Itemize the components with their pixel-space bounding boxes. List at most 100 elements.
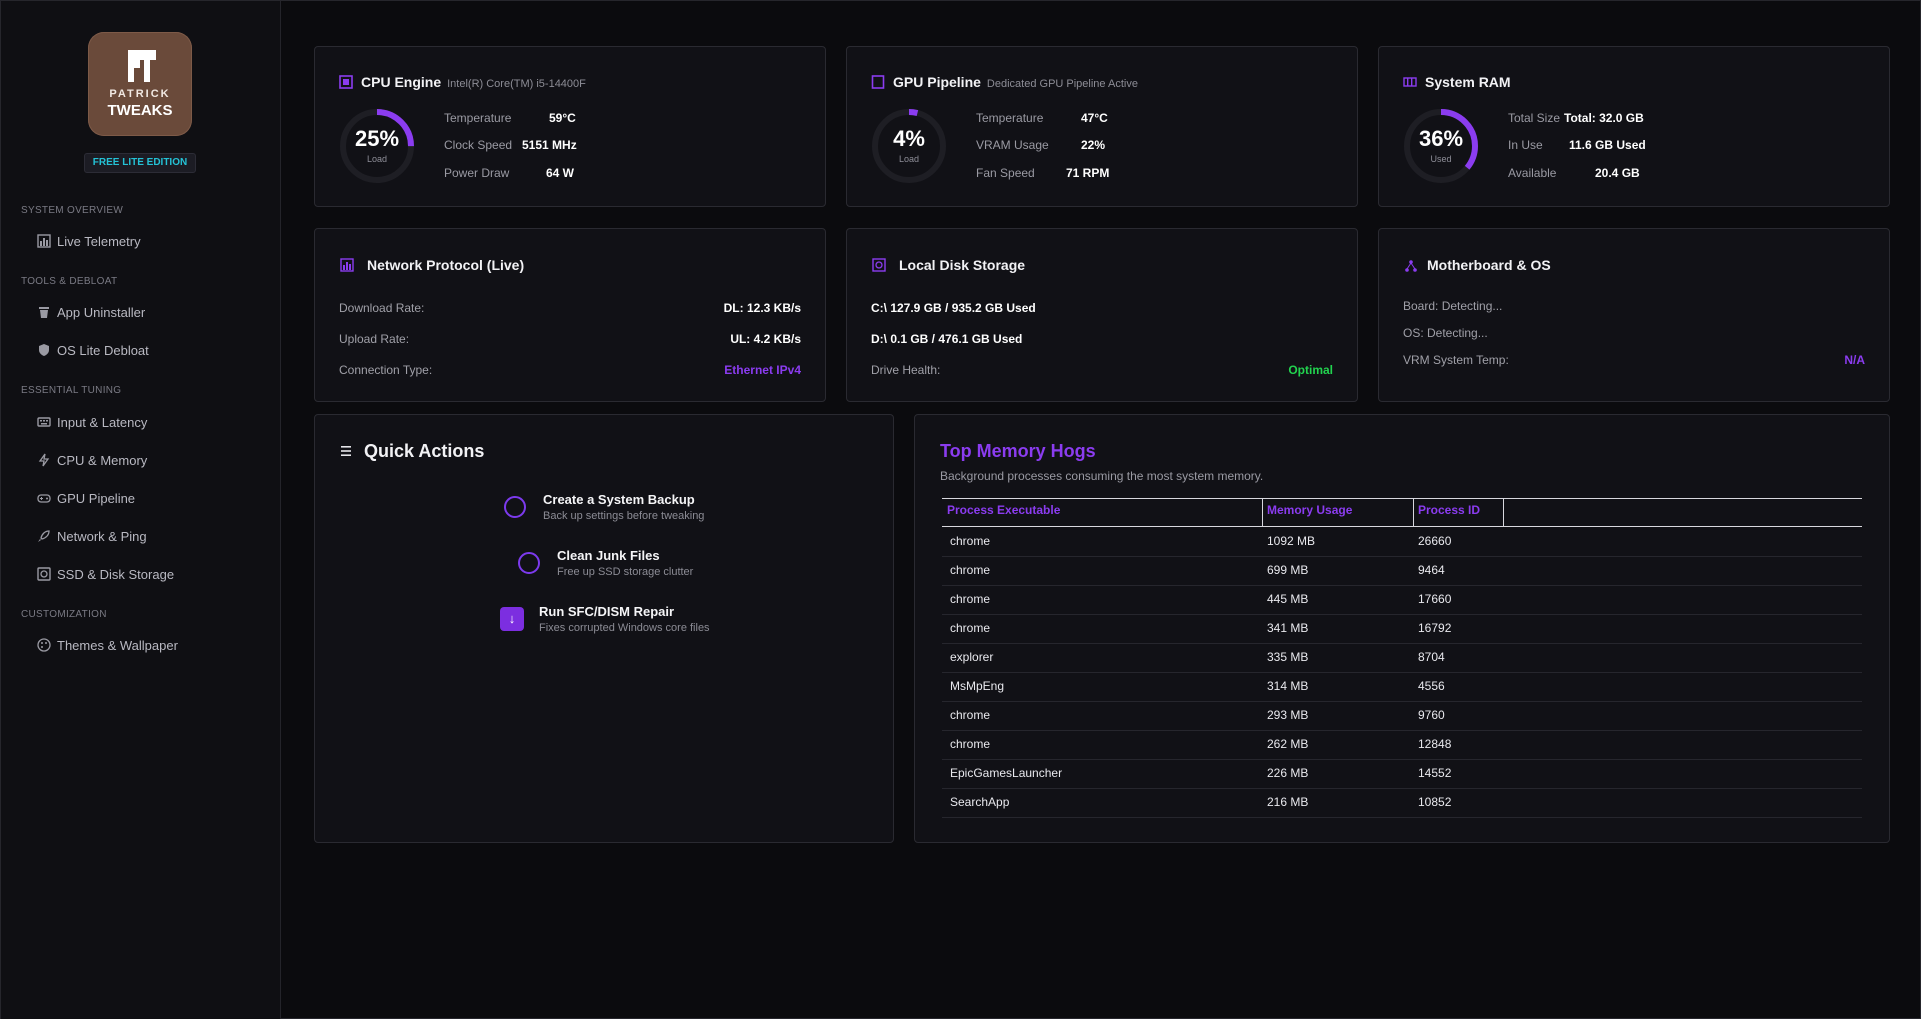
cpu-icon xyxy=(339,75,353,89)
sidebar-item-network-ping[interactable]: Network & Ping xyxy=(37,525,147,547)
memory-usage-cell: 1092 MB xyxy=(1267,534,1316,548)
sidebar-item-label: GPU Pipeline xyxy=(57,490,136,506)
sidebar-item-ssd-disk-storage[interactable]: SSD & Disk Storage xyxy=(37,563,174,585)
process-name-cell: chrome xyxy=(950,621,991,635)
cpu-engine-card: CPU Engine Intel(R) Core(TM) i5-14400F 25… xyxy=(314,46,826,207)
column-header-pid[interactable]: Process ID xyxy=(1418,503,1481,517)
gpu-title-text: GPU Pipeline xyxy=(893,74,981,90)
cpu-temp-value: 59°C xyxy=(549,111,576,125)
gpu-gauge-arc xyxy=(872,109,946,183)
rocket-icon xyxy=(38,530,50,542)
process-id-cell: 10852 xyxy=(1418,795,1452,809)
process-id-cell: 26660 xyxy=(1418,534,1452,548)
column-header-memory[interactable]: Memory Usage xyxy=(1267,503,1353,517)
table-row[interactable]: chrome 1092 MB 26660 xyxy=(942,528,1862,557)
table-row[interactable]: EpicGamesLauncher 226 MB 14552 xyxy=(942,760,1862,789)
sidebar-item-live-telemetry[interactable]: Live Telemetry xyxy=(37,230,141,252)
chart-icon xyxy=(37,234,51,248)
board-status: Board: Detecting... xyxy=(1403,299,1503,313)
col-divider xyxy=(1503,498,1504,526)
process-name-cell: explorer xyxy=(950,650,994,664)
os-status: OS: Detecting... xyxy=(1403,326,1488,340)
table-row[interactable]: MsMpEng 314 MB 4556 xyxy=(942,673,1862,702)
create-backup-action[interactable]: Create a System Backup Back up settings … xyxy=(502,491,722,527)
section-customization: CUSTOMIZATION xyxy=(21,609,107,620)
action-title: Run SFC/DISM Repair xyxy=(539,604,675,619)
process-id-cell: 14552 xyxy=(1418,766,1452,780)
table-row[interactable]: chrome 341 MB 16792 xyxy=(942,615,1862,644)
table-header-top-border xyxy=(942,498,1862,499)
download-rate-label: Download Rate: xyxy=(339,301,425,315)
cpu-load-label: Load xyxy=(366,154,388,164)
drive-health-value: Optimal xyxy=(1288,363,1333,377)
cpu-gauge-arc xyxy=(340,109,414,183)
memory-usage-cell: 314 MB xyxy=(1267,679,1309,693)
ram-available-value: 20.4 GB xyxy=(1595,166,1640,180)
memory-usage-cell: 341 MB xyxy=(1267,621,1309,635)
col-divider xyxy=(1413,498,1414,526)
sidebar-item-themes-wallpaper[interactable]: Themes & Wallpaper xyxy=(37,634,178,656)
column-header-process[interactable]: Process Executable xyxy=(947,503,1061,517)
menu-icon xyxy=(341,446,351,456)
memory-usage-cell: 335 MB xyxy=(1267,650,1309,664)
section-essential-tuning: ESSENTIAL TUNING xyxy=(21,385,122,396)
gpu-fan-value: 71 RPM xyxy=(1066,166,1110,180)
table-row[interactable]: chrome 293 MB 9760 xyxy=(942,702,1862,731)
disk-card-title: Local Disk Storage xyxy=(899,257,1026,273)
motherboard-card-title: Motherboard & OS xyxy=(1427,257,1551,273)
sidebar-item-cpu-memory[interactable]: CPU & Memory xyxy=(37,449,147,471)
process-id-cell: 9760 xyxy=(1418,708,1445,722)
table-row[interactable]: explorer 335 MB 8704 xyxy=(942,644,1862,673)
section-system-overview: SYSTEM OVERVIEW xyxy=(21,205,124,216)
sidebar-item-label: SSD & Disk Storage xyxy=(57,566,175,582)
sfc-dism-repair-action[interactable]: ↓ Run SFC/DISM Repair Fixes corrupted Wi… xyxy=(500,603,740,639)
ram-usage-gauge: 36% Used xyxy=(1402,107,1480,185)
ram-inuse-label: In Use xyxy=(1508,138,1543,152)
top-memory-hogs-card: Top Memory Hogs Background processes con… xyxy=(914,414,1890,843)
cpu-gauge-ring xyxy=(340,109,414,183)
download-rate-value: DL: 12.3 KB/s xyxy=(723,301,801,315)
cpu-clock-label: Clock Speed xyxy=(444,138,513,152)
drive-d-usage: D:\ 0.1 GB / 476.1 GB Used xyxy=(871,332,1023,346)
gpu-temp-label: Temperature xyxy=(976,111,1044,125)
quick-actions-card: Quick Actions Create a System Backup Bac… xyxy=(314,414,894,843)
sidebar-item-gpu-pipeline[interactable]: GPU Pipeline xyxy=(37,487,135,509)
table-row[interactable]: chrome 699 MB 9464 xyxy=(942,557,1862,586)
row-divider xyxy=(942,614,1862,615)
process-name-cell: chrome xyxy=(950,592,991,606)
radio-ring-icon xyxy=(518,552,540,574)
gpu-load-label: Load xyxy=(898,154,920,164)
memory-usage-cell: 699 MB xyxy=(1267,563,1309,577)
gpu-fan-label: Fan Speed xyxy=(976,166,1035,180)
process-id-cell: 12848 xyxy=(1418,737,1452,751)
ram-usage-value: 36% xyxy=(1418,126,1464,151)
table-row[interactable]: chrome 262 MB 12848 xyxy=(942,731,1862,760)
action-desc: Fixes corrupted Windows core files xyxy=(539,622,710,634)
palette-icon xyxy=(37,638,51,652)
memory-hogs-subtitle: Background processes consuming the most … xyxy=(940,469,1264,483)
gpu-status: Dedicated GPU Pipeline Active xyxy=(986,78,1138,90)
table-row[interactable]: chrome 445 MB 17660 xyxy=(942,586,1862,615)
clean-junk-action[interactable]: Clean Junk Files Free up SSD storage clu… xyxy=(516,547,736,583)
sidebar-item-app-uninstaller[interactable]: App Uninstaller xyxy=(37,301,145,323)
disk-icon xyxy=(37,567,51,581)
process-name-cell: chrome xyxy=(950,563,991,577)
ram-gauge-ring xyxy=(1404,109,1478,183)
quick-actions-title: Quick Actions xyxy=(364,441,485,461)
ram-inuse-value: 11.6 GB Used xyxy=(1569,138,1646,152)
process-name-cell: MsMpEng xyxy=(950,679,1005,693)
memory-usage-cell: 293 MB xyxy=(1267,708,1309,722)
download-arrow-icon: ↓ xyxy=(500,607,524,631)
motherboard-os-card: Motherboard & OS Board: Detecting... OS:… xyxy=(1378,228,1890,402)
network-card-title: Network Protocol (Live) xyxy=(367,257,525,273)
keyboard-icon xyxy=(37,417,51,427)
gpu-temp-value: 47°C xyxy=(1081,111,1108,125)
table-row[interactable]: SearchApp 216 MB 10852 xyxy=(942,789,1862,818)
sidebar-item-input-latency[interactable]: Input & Latency xyxy=(37,411,147,433)
sidebar-item-os-lite-debloat[interactable]: OS Lite Debloat xyxy=(37,339,149,361)
row-divider xyxy=(942,672,1862,673)
gpu-load-value: 4% xyxy=(893,126,925,151)
process-name-cell: SearchApp xyxy=(950,795,1010,809)
radio-ring-icon xyxy=(504,496,526,518)
process-id-cell: 17660 xyxy=(1418,592,1452,606)
